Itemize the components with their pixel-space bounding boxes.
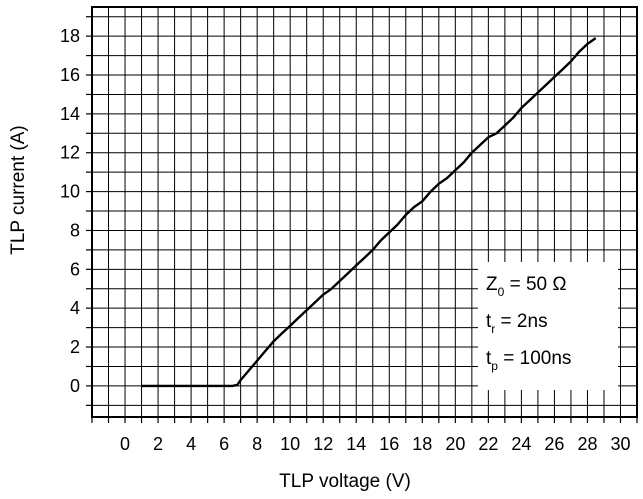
x-tick-label: 30 (610, 434, 630, 454)
y-tick-label: 18 (60, 26, 80, 46)
x-tick-labels: 0 2 4 6 8 10 12 14 16 18 20 22 24 26 28 30 (120, 434, 630, 454)
y-tick-label: 12 (60, 143, 80, 163)
x-axis-title: TLP voltage (V) (279, 471, 411, 492)
y-axis-title: TLP current (A) (8, 125, 29, 255)
x-tick-label: 12 (313, 434, 333, 454)
x-tick-label: 8 (252, 434, 262, 454)
legend-entry: Z0 = 50 Ω (486, 274, 567, 299)
x-tick-label: 16 (379, 434, 399, 454)
x-tick-label: 24 (511, 434, 531, 454)
x-tick-label: 14 (346, 434, 366, 454)
x-tick-label: 0 (120, 434, 130, 454)
y-tick-label: 0 (70, 376, 80, 396)
legend-entry: tp = 100ns (486, 348, 571, 373)
x-tick-label: 26 (544, 434, 564, 454)
y-tick-label: 8 (70, 220, 80, 240)
plot-frame (91, 6, 638, 418)
x-tick-label: 2 (153, 434, 163, 454)
x-tick-label: 28 (577, 434, 597, 454)
x-tick-label: 6 (219, 434, 229, 454)
x-tick-label: 22 (478, 434, 498, 454)
legend: Z0 = 50 Ω tr = 2ns tp = 100ns (486, 274, 571, 373)
x-tick-label: 4 (186, 434, 196, 454)
legend-box (478, 262, 618, 390)
x-tick-label: 10 (280, 434, 300, 454)
y-tick-label: 2 (70, 337, 80, 357)
y-tick-labels: 0 2 4 6 8 10 12 14 16 18 (60, 26, 80, 396)
y-tick-label: 10 (60, 182, 80, 202)
y-tick-label: 6 (70, 259, 80, 279)
x-tick-label: 20 (445, 434, 465, 454)
y-tick-label: 16 (60, 65, 80, 85)
y-tick-label: 14 (60, 104, 80, 124)
legend-entry: tr = 2ns (486, 311, 548, 336)
series-line (141, 37, 597, 388)
axis-ticks (86, 16, 638, 423)
x-tick-label: 18 (412, 434, 432, 454)
y-tick-label: 4 (70, 298, 80, 318)
